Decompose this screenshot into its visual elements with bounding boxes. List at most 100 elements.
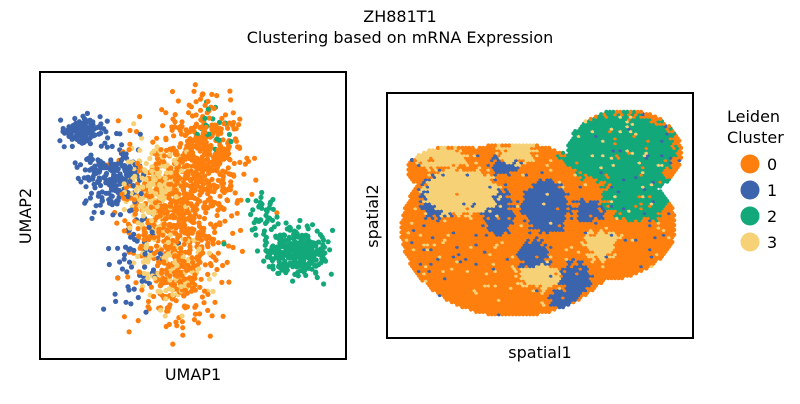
- umap-point-cluster-1: [107, 198, 114, 204]
- umap-point-cluster-2: [315, 262, 322, 268]
- umap-point-cluster-0: [197, 284, 203, 290]
- umap-point-cluster-0: [184, 182, 190, 188]
- umap-point-cluster-1: [97, 158, 103, 164]
- umap-point-cluster-0: [148, 204, 154, 210]
- umap-point-cluster-0: [151, 250, 158, 256]
- umap-point-cluster-0: [177, 176, 183, 182]
- umap-point-cluster-1: [102, 140, 108, 146]
- umap-point-cluster-0: [174, 167, 180, 173]
- umap-point-cluster-1: [60, 125, 66, 132]
- umap-point-cluster-1: [92, 163, 98, 169]
- umap-point-cluster-3: [140, 213, 146, 219]
- umap-point-cluster-3: [167, 152, 173, 158]
- umap-point-cluster-0: [154, 166, 160, 172]
- umap-point-cluster-3: [144, 271, 150, 277]
- umap-point-cluster-1: [104, 165, 110, 171]
- umap-point-cluster-3: [196, 266, 202, 272]
- umap-point-cluster-0: [172, 253, 178, 259]
- umap-point-cluster-0: [170, 237, 176, 243]
- umap-point-cluster-0: [163, 110, 169, 116]
- umap-point-cluster-0: [217, 193, 223, 199]
- umap-point-cluster-2: [283, 220, 289, 226]
- umap-point-cluster-0: [215, 177, 221, 183]
- umap-point-cluster-1: [83, 138, 89, 144]
- umap-point-cluster-2: [305, 226, 311, 232]
- umap-point-cluster-1: [90, 176, 96, 182]
- umap-point-cluster-1: [71, 127, 78, 134]
- umap-point-cluster-1: [90, 119, 96, 125]
- umap-point-cluster-0: [147, 234, 153, 240]
- umap-point-cluster-3: [149, 168, 155, 174]
- umap-point-cluster-1: [83, 175, 89, 181]
- umap-point-cluster-2: [254, 248, 261, 254]
- umap-point-cluster-2: [315, 247, 321, 253]
- umap-point-cluster-2: [297, 217, 303, 224]
- umap-point-cluster-0: [211, 224, 217, 230]
- umap-point-cluster-0: [237, 145, 243, 151]
- umap-point-cluster-1: [87, 195, 93, 201]
- umap-point-cluster-0: [150, 139, 156, 145]
- umap-point-cluster-2: [272, 248, 278, 254]
- umap-point-cluster-1: [120, 151, 126, 157]
- umap-point-cluster-0: [220, 176, 226, 182]
- umap-point-cluster-3: [135, 220, 141, 226]
- umap-point-cluster-2: [262, 237, 268, 243]
- umap-point-cluster-0: [154, 135, 160, 141]
- umap-point-cluster-0: [208, 221, 214, 227]
- umap-point-cluster-2: [279, 237, 285, 243]
- umap-point-cluster-0: [163, 216, 169, 222]
- figure-subtitle: Clustering based on mRNA Expression: [247, 28, 554, 47]
- umap-point-cluster-0: [212, 154, 218, 160]
- umap-point-cluster-3: [159, 189, 165, 195]
- umap-point-cluster-2: [321, 281, 327, 287]
- umap-point-cluster-0: [208, 201, 214, 208]
- umap-point-cluster-0: [196, 214, 202, 220]
- umap-point-cluster-2: [299, 246, 305, 252]
- umap-point-cluster-0: [181, 164, 188, 170]
- umap-point-cluster-0: [151, 293, 157, 300]
- umap-point-cluster-0: [171, 133, 177, 139]
- umap-point-cluster-3: [152, 275, 158, 281]
- umap-point-cluster-3: [145, 259, 151, 265]
- umap-point-cluster-1: [87, 141, 93, 147]
- umap-point-cluster-3: [158, 307, 164, 313]
- umap-point-cluster-1: [135, 294, 141, 301]
- umap-point-cluster-1: [104, 144, 110, 150]
- umap-point-cluster-1: [98, 143, 104, 149]
- umap-point-cluster-0: [160, 232, 166, 238]
- umap-point-cluster-0: [178, 245, 184, 251]
- umap-point-cluster-3: [137, 147, 143, 153]
- umap-point-cluster-0: [127, 127, 133, 134]
- umap-point-cluster-0: [197, 198, 203, 204]
- umap-point-cluster-1: [128, 264, 135, 270]
- umap-frame: [39, 71, 347, 360]
- umap-point-cluster-1: [119, 142, 125, 148]
- umap-point-cluster-1: [82, 167, 88, 173]
- umap-point-cluster-2: [292, 245, 298, 251]
- umap-point-cluster-2: [319, 256, 325, 262]
- umap-point-cluster-1: [115, 245, 121, 251]
- umap-point-cluster-1: [83, 184, 89, 190]
- umap-point-cluster-0: [164, 210, 170, 217]
- umap-point-cluster-2: [226, 131, 232, 138]
- umap-point-cluster-0: [162, 280, 168, 286]
- umap-point-cluster-0: [214, 93, 220, 99]
- umap-point-cluster-2: [322, 250, 328, 256]
- umap-point-cluster-3: [180, 254, 186, 260]
- umap-point-cluster-0: [205, 163, 211, 169]
- umap-point-cluster-1: [124, 269, 130, 275]
- umap-point-cluster-0: [159, 107, 165, 113]
- umap-point-cluster-2: [250, 207, 256, 213]
- umap-point-cluster-2: [266, 215, 273, 221]
- umap-point-cluster-3: [140, 184, 146, 190]
- umap-point-cluster-2: [291, 232, 297, 238]
- umap-point-cluster-0: [135, 226, 141, 232]
- spatial-points: [399, 109, 684, 317]
- umap-point-cluster-2: [261, 258, 267, 264]
- umap-point-cluster-3: [210, 288, 216, 294]
- umap-point-cluster-1: [149, 229, 155, 235]
- umap-point-cluster-0: [220, 313, 226, 319]
- umap-point-cluster-0: [224, 259, 230, 265]
- umap-point-cluster-2: [258, 194, 264, 200]
- umap-point-cluster-0: [200, 131, 206, 137]
